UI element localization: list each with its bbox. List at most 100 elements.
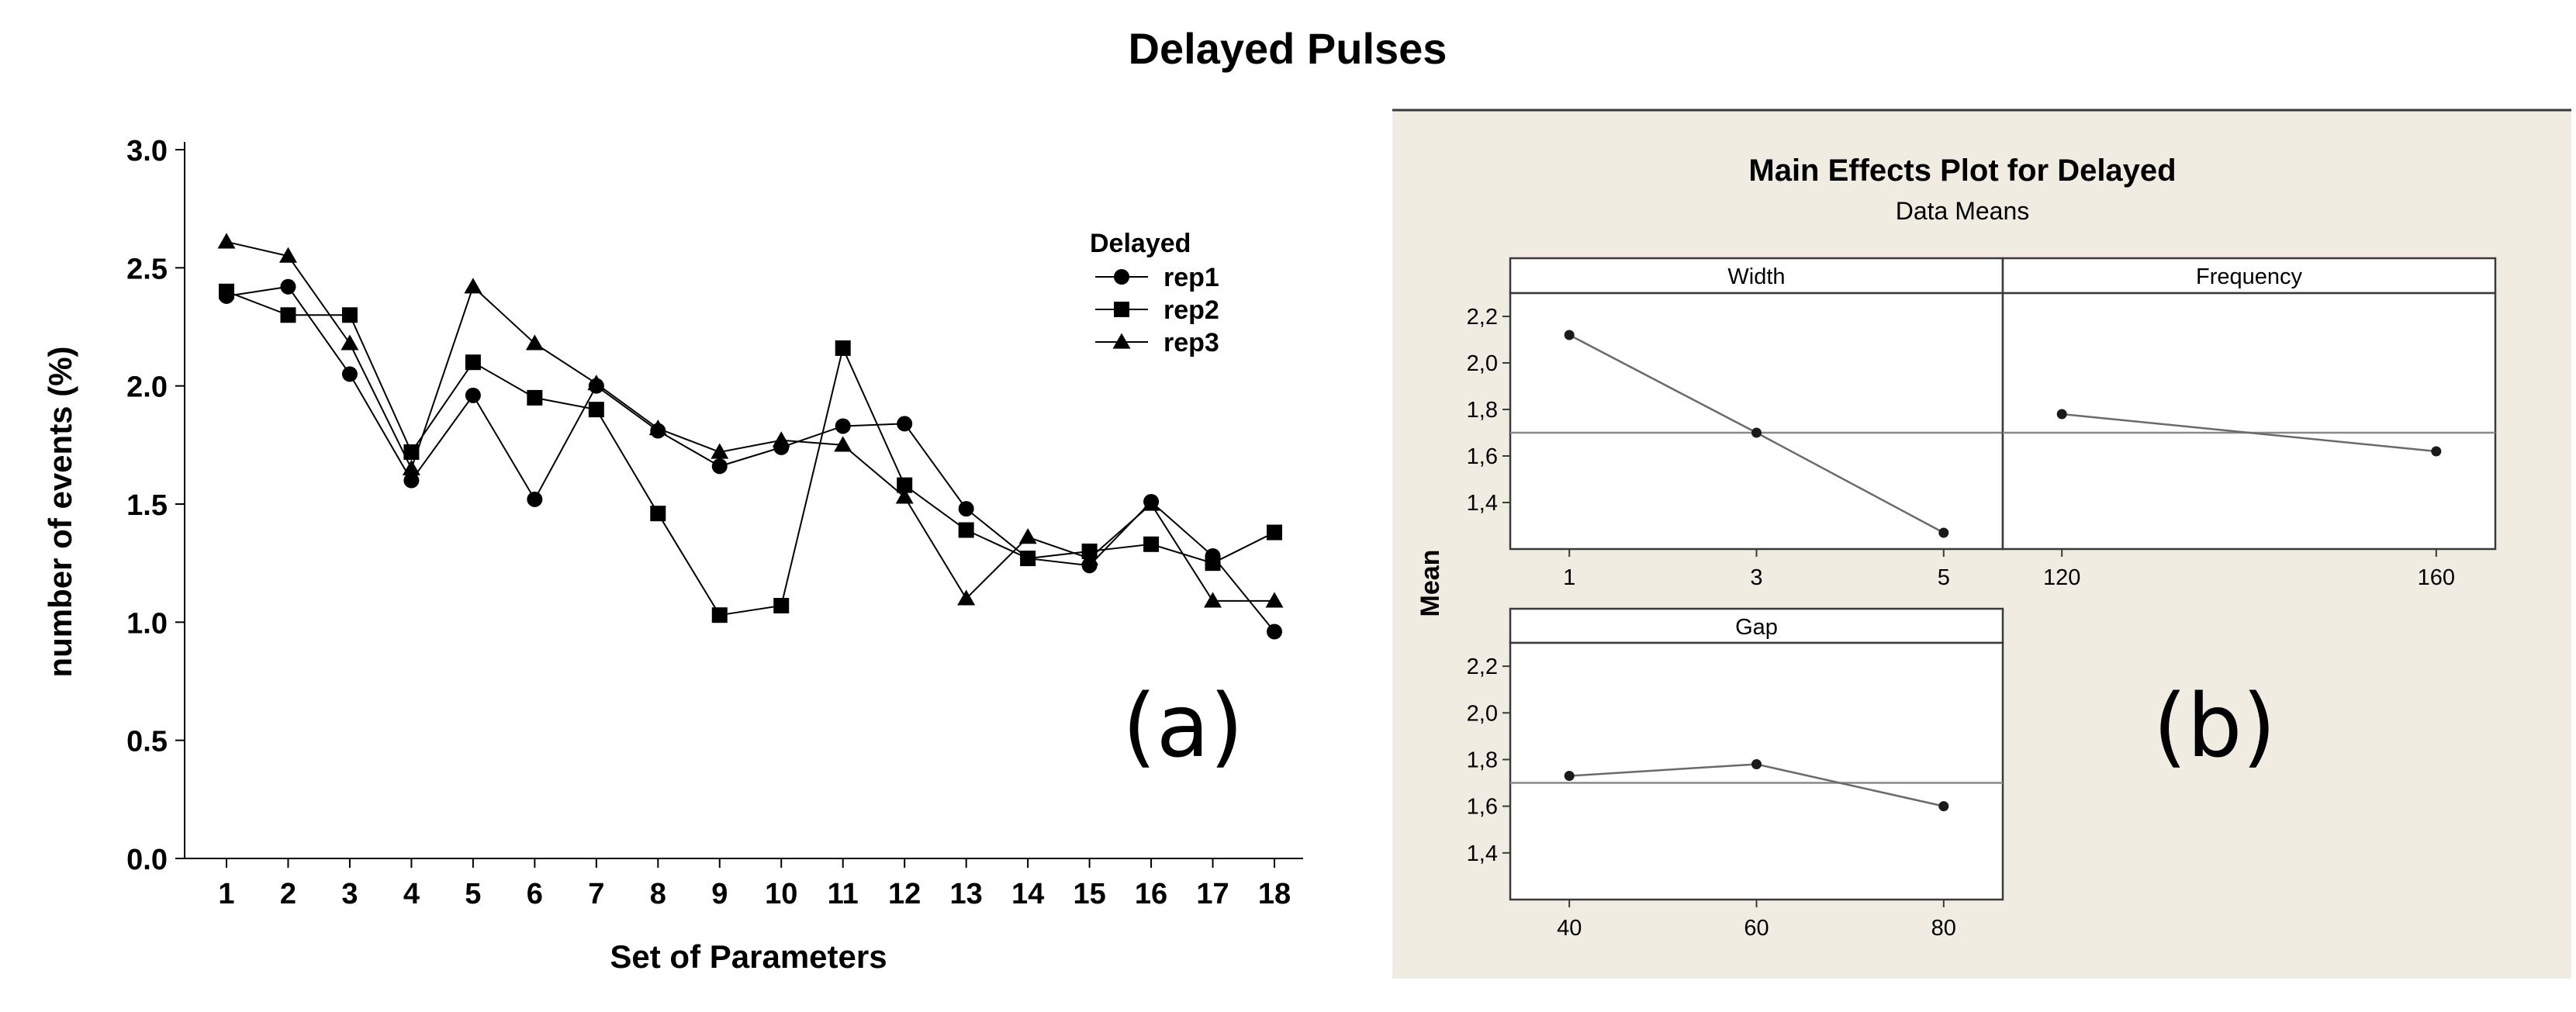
effect-point — [1751, 427, 1762, 438]
x-tick-label: 10 — [765, 878, 797, 910]
x-tick-label: 14 — [1011, 878, 1044, 910]
data-point-rep2 — [588, 402, 604, 418]
data-point-rep2 — [527, 389, 543, 406]
x-tick-label: 9 — [711, 878, 728, 910]
chart-a-legend: Delayed rep1 rep2 rep3 — [1090, 229, 1219, 357]
effect-point — [1751, 758, 1762, 769]
y-tick-label: 1.5 — [126, 489, 168, 522]
legend-marker-rep1 — [1114, 269, 1129, 285]
panel-x-tick-label: 3 — [1750, 565, 1762, 590]
data-point-rep3 — [1204, 592, 1222, 608]
data-point-rep1 — [897, 416, 913, 432]
panel-x-tick-label: 80 — [1931, 916, 1956, 941]
x-tick-label: 11 — [828, 878, 859, 910]
panel-y-tick-label: 2,0 — [1467, 351, 1498, 376]
y-tick-label: 1.0 — [126, 607, 168, 640]
data-point-rep2 — [1143, 536, 1160, 552]
panel-x-tick-label: 1 — [1563, 565, 1575, 590]
panel-y-tick-label: 1,6 — [1467, 444, 1498, 469]
x-tick-label: 13 — [950, 878, 983, 910]
legend-label-rep2: rep2 — [1164, 295, 1219, 325]
data-point-rep3 — [1018, 528, 1037, 544]
data-point-rep2 — [711, 607, 728, 623]
data-point-rep3 — [711, 443, 729, 459]
y-tick-label: 3.0 — [126, 135, 168, 168]
effect-panel-frequency: Frequency 120 160 — [2001, 257, 2497, 590]
x-tick-label: 6 — [527, 878, 543, 910]
panel-plot-area — [2001, 292, 2497, 551]
x-tick-label: 2 — [280, 878, 296, 910]
x-tick-label: 7 — [588, 878, 604, 910]
panel-plot-area — [1509, 641, 2004, 901]
x-tick-label: 8 — [650, 878, 666, 910]
series-rep3 — [217, 233, 1284, 608]
x-tick-label: 3 — [341, 878, 358, 910]
panel-x-tick-label: 60 — [1744, 916, 1769, 941]
panel-strip-label: Width — [1727, 264, 1785, 289]
x-tick-label: 16 — [1135, 878, 1167, 910]
data-point-rep1 — [280, 278, 296, 295]
legend-label-rep1: rep1 — [1164, 263, 1219, 292]
effect-point — [2056, 409, 2067, 420]
data-point-rep1 — [403, 472, 420, 489]
data-point-rep1 — [527, 491, 543, 507]
effect-point — [1564, 771, 1575, 782]
data-point-rep1 — [1267, 623, 1282, 640]
y-tick-label: 2.0 — [126, 371, 168, 404]
series-line-rep3 — [226, 240, 1274, 602]
chart-a-ticks: 0.00.51.01.52.02.53.01 2 3 4 5 6 7 8 9 10 11 12 13 14… — [126, 135, 1291, 910]
panel-b-label: (b) — [2153, 676, 2276, 777]
data-point-rep2 — [650, 506, 666, 522]
panel-strip — [1509, 607, 2004, 644]
panel-x-tick-label: 160 — [2418, 565, 2455, 590]
panel-y-tick-label: 2,0 — [1467, 701, 1498, 726]
data-point-rep3 — [895, 488, 914, 504]
effect-point — [1938, 527, 1949, 538]
data-point-rep2 — [219, 283, 234, 299]
data-point-rep1 — [958, 501, 974, 517]
panel-y-tick-label: 2,2 — [1467, 655, 1498, 679]
data-point-rep2 — [1205, 555, 1221, 572]
panel-y-tick-label: 2,2 — [1467, 305, 1498, 330]
data-point-rep2 — [280, 307, 296, 323]
chart-a: 0.00.51.01.52.02.53.01 2 3 4 5 6 7 8 9 10 11 12 13 14… — [42, 135, 1303, 975]
panel-y-tick-label: 1,4 — [1467, 841, 1498, 866]
data-point-rep3 — [834, 436, 852, 452]
data-point-rep3 — [525, 334, 544, 351]
data-point-rep3 — [587, 375, 606, 391]
x-tick-label: 5 — [465, 878, 481, 910]
effect-panel-gap: Gap 1,4 1,6 1,8 2,0 2,2 40 60 80 — [1467, 607, 2004, 941]
panel-strip — [1509, 257, 2004, 295]
data-point-rep2 — [1267, 524, 1282, 541]
chart-a-axes — [184, 142, 1303, 859]
effect-panel-width: Width 1,4 1,6 1,8 2,0 2,2 1 3 5 — [1467, 257, 2004, 590]
y-tick-label: 0.5 — [126, 726, 168, 758]
effect-line — [2062, 413, 2436, 453]
data-point-rep3 — [464, 278, 482, 294]
data-point-rep2 — [897, 477, 913, 493]
chart-a-xlabel: Set of Parameters — [610, 938, 887, 975]
chart-b-subtitle: Data Means — [1896, 197, 2030, 225]
data-point-rep1 — [835, 418, 851, 434]
x-tick-label: 15 — [1073, 878, 1105, 910]
chart-a-ylabel: number of events (%) — [42, 346, 78, 677]
data-point-rep3 — [1081, 549, 1099, 565]
x-tick-label: 18 — [1258, 878, 1291, 910]
chart-b-title: Main Effects Plot for Delayed — [1748, 154, 2176, 188]
x-tick-label: 4 — [403, 878, 420, 910]
legend-marker-rep3 — [1112, 333, 1131, 349]
series-line-rep2 — [226, 290, 1275, 617]
data-point-rep2 — [341, 307, 358, 323]
panel-y-tick-label: 1,8 — [1467, 748, 1498, 772]
data-point-rep3 — [217, 233, 236, 249]
panel-plot-area — [1509, 292, 2004, 551]
data-point-rep3 — [772, 431, 790, 447]
panel-a-label: (a) — [1122, 676, 1243, 777]
data-point-rep2 — [773, 598, 790, 614]
y-tick-label: 0.0 — [126, 844, 168, 876]
legend-marker-rep2 — [1114, 302, 1129, 317]
data-point-rep3 — [278, 247, 297, 263]
effect-point — [1938, 801, 1949, 812]
